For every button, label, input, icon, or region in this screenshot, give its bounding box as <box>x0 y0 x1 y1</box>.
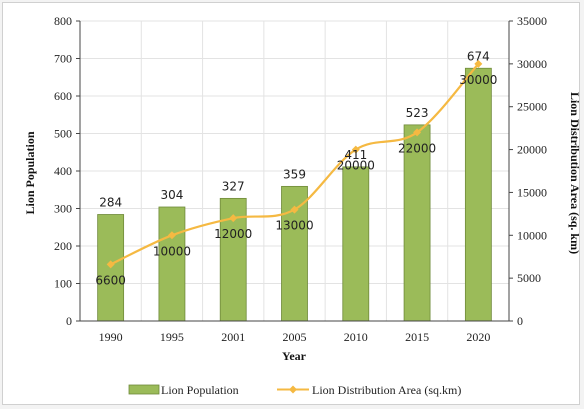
chart-frame: 0 100 200 300 400 500 600 700 800 0 5000 10000 15000… <box>2 2 581 405</box>
y-left-tick-label: 0 <box>66 314 72 328</box>
legend-label-bar: Lion Population <box>161 383 239 397</box>
y-left-tick-label: 200 <box>54 239 72 253</box>
line-data-label: 10000 <box>153 244 191 258</box>
line-data-label: 13000 <box>275 219 313 233</box>
line-point <box>474 59 483 68</box>
line-data-label: 12000 <box>214 227 252 241</box>
line-point <box>351 145 360 154</box>
line-point <box>106 260 115 269</box>
bar <box>342 166 370 322</box>
y-right-tick-label: 20000 <box>517 143 547 157</box>
y-left-tick-label: 600 <box>54 89 72 103</box>
y-left-tick-label: 800 <box>54 14 72 28</box>
x-tick-label: 1990 <box>99 330 123 344</box>
line-point <box>229 214 238 223</box>
y-right-tick-label: 30000 <box>517 57 547 71</box>
bar-data-label: 304 <box>160 188 183 202</box>
axes: 0 100 200 300 400 500 600 700 800 0 5000 10000 15000… <box>54 14 547 344</box>
x-tick-label: 2010 <box>344 330 368 344</box>
y-left-tick-label: 700 <box>54 52 72 66</box>
y-right-tick-label: 10000 <box>517 228 547 242</box>
bars <box>97 67 492 322</box>
area-line <box>106 59 483 269</box>
y-right-tick-label: 5000 <box>517 271 541 285</box>
bar <box>464 67 492 322</box>
line-data-label: 22000 <box>398 141 436 155</box>
y-right-tick-label: 15000 <box>517 185 547 199</box>
x-tick-label: 2015 <box>405 330 429 344</box>
y-left-tick-label: 500 <box>54 127 72 141</box>
bar-data-label: 523 <box>406 106 429 120</box>
bar <box>158 206 186 322</box>
line-data-label: 6600 <box>95 273 126 287</box>
bar-data-label: 411 <box>344 148 367 162</box>
legend-swatch-marker <box>289 385 297 394</box>
y-right-tick-label: 25000 <box>517 100 547 114</box>
line-data-label: 20000 <box>337 159 375 173</box>
y-right-tick-label: 35000 <box>517 14 547 28</box>
y-left-tick-label: 100 <box>54 277 72 291</box>
combo-chart: 0 100 200 300 400 500 600 700 800 0 5000 10000 15000… <box>23 14 581 397</box>
line-point <box>290 205 299 214</box>
y-left-tick-label: 400 <box>54 164 72 178</box>
y-left-tick-label: 300 <box>54 202 72 216</box>
x-axis-title: Year <box>282 349 307 363</box>
y-right-tick-label: 0 <box>517 314 523 328</box>
legend: Lion Population Lion Distribution Area (… <box>128 383 461 397</box>
x-tick-label: 2001 <box>221 330 245 344</box>
x-tick-label: 2005 <box>283 330 307 344</box>
bar-data-label: 284 <box>99 196 122 210</box>
data-labels: 284 304 327 359 411 523 674 6600 10000 12000 13000… <box>95 49 497 287</box>
bar-data-label: 674 <box>467 49 490 63</box>
x-tick-label: 2020 <box>466 330 490 344</box>
bar-data-label: 359 <box>283 167 306 181</box>
line-point <box>167 231 176 240</box>
legend-label-line: Lion Distribution Area (sq.km) <box>312 383 461 397</box>
bar-data-label: 327 <box>222 179 245 193</box>
x-tick-label: 1995 <box>160 330 184 344</box>
line-point <box>413 128 422 137</box>
gridlines <box>80 20 510 321</box>
y-axis-right-title: Lion Distribution Area (sq. km) <box>568 92 581 254</box>
y-axis-left-title: Lion Population <box>23 131 37 214</box>
line-data-label: 30000 <box>459 73 497 87</box>
legend-swatch-bar <box>128 384 160 395</box>
